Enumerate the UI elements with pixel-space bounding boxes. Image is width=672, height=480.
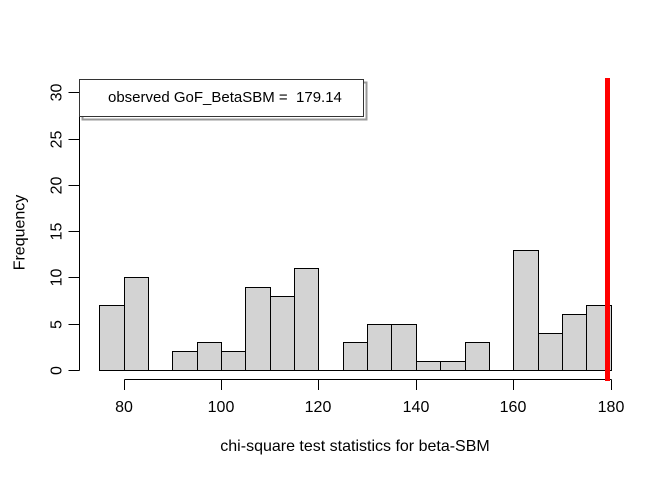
observed-statistic-line [605,78,610,381]
x-axis-label: chi-square test statistics for beta-SBM [220,438,490,455]
x-tick-label: 100 [207,399,235,416]
histogram-bar [270,296,295,371]
histogram-bar [197,342,222,371]
x-tick-label: 120 [304,399,332,416]
histogram-bar [367,324,392,371]
histogram-bar [172,351,198,371]
y-tick-label: 5 [48,319,66,329]
y-tick-label: 30 [48,83,66,101]
histogram-bar [343,342,368,371]
histogram-bar [562,314,587,371]
histogram-bar [416,361,441,371]
y-tick-label: 10 [48,268,66,286]
y-axis-label: Frequency [11,194,29,271]
histogram-bar [465,342,490,371]
x-tick-label: 140 [402,399,430,416]
histogram-bar [440,361,466,371]
legend-box [79,79,364,117]
x-tick-label: 180 [597,399,625,416]
x-tick-label: 80 [115,399,133,416]
y-tick-label: 25 [48,130,66,148]
y-tick-label: 20 [48,176,66,194]
histogram-bar [124,277,149,371]
histogram-bar [245,287,271,371]
y-tick-label: 15 [48,222,66,240]
histogram-bar [221,351,246,371]
histogram-bar [99,305,125,371]
histogram-bar [538,333,563,371]
x-tick-label: 160 [499,399,527,416]
legend-label: observed GoF_BetaSBM = 179.14 [108,89,342,106]
y-tick-label: 0 [48,365,66,375]
histogram-bar [391,324,417,371]
histogram-bar [513,250,539,371]
histogram-bar [294,268,319,371]
